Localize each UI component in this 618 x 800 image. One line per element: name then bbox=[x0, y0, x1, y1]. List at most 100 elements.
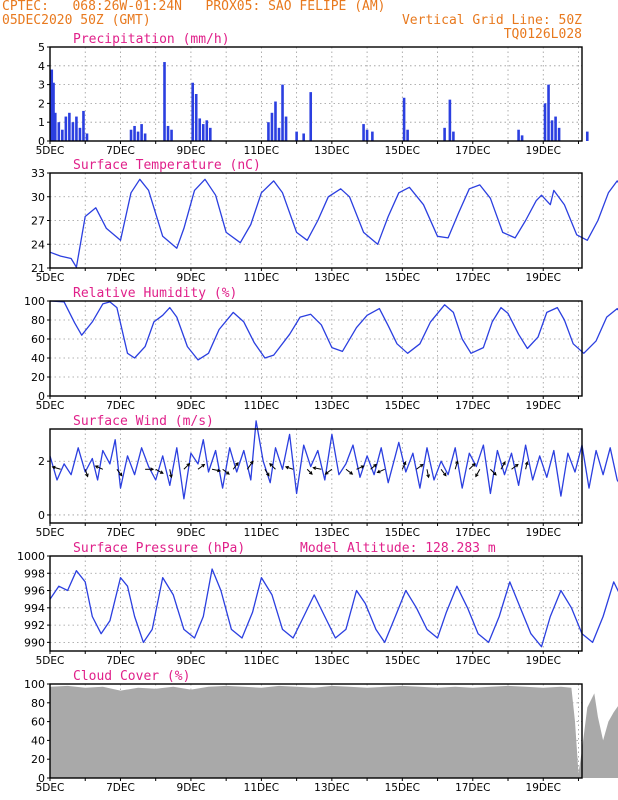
precip-bar bbox=[406, 129, 409, 141]
x-tick-label: 19DEC bbox=[526, 145, 561, 157]
wind-arrow-head bbox=[475, 473, 479, 478]
x-tick-label: 9DEC bbox=[177, 527, 206, 539]
precip-bar bbox=[198, 118, 202, 141]
wind-arrow bbox=[454, 461, 459, 470]
wind-arrow-head bbox=[169, 474, 173, 479]
panel-title: Cloud Cover (%) bbox=[73, 669, 190, 684]
x-tick-label: 15DEC bbox=[385, 655, 420, 667]
y-tick-label: 996 bbox=[24, 585, 45, 598]
precip-bar bbox=[443, 127, 446, 141]
x-tick-label: 11DEC bbox=[244, 782, 279, 794]
wind-arrow bbox=[313, 467, 322, 470]
precip-bar bbox=[371, 131, 374, 141]
x-tick-label: 9DEC bbox=[177, 145, 206, 157]
precip-bar bbox=[170, 129, 173, 141]
precip-bar bbox=[267, 122, 270, 141]
precip-bar bbox=[365, 129, 369, 141]
panel-1: 21 24 27 30 33 5DEC 7DEC 9DEC 11DEC 13DEC 15DEC 17D… bbox=[31, 158, 618, 284]
wind-arrow bbox=[440, 468, 447, 476]
wind-arrow-head bbox=[312, 466, 317, 470]
precip-bar bbox=[448, 99, 452, 141]
wind-arrow bbox=[246, 460, 254, 470]
precip-bar bbox=[68, 112, 71, 141]
x-tick-label: 17DEC bbox=[455, 527, 490, 539]
wind-arrow bbox=[95, 465, 104, 470]
precip-bar bbox=[270, 112, 274, 141]
precip-bar bbox=[517, 129, 520, 141]
wind-arrow-head bbox=[235, 462, 239, 466]
precip-bar bbox=[136, 131, 140, 141]
precip-bar bbox=[585, 131, 589, 141]
wind-arrow-head bbox=[419, 463, 424, 468]
wind-arrow-head bbox=[150, 467, 155, 472]
x-tick-label: 11DEC bbox=[244, 145, 279, 157]
x-tick-label: 13DEC bbox=[314, 782, 349, 794]
precip-bar bbox=[274, 101, 277, 141]
x-tick-label: 11DEC bbox=[244, 272, 279, 284]
wind-arrow-head bbox=[201, 463, 206, 468]
series-line bbox=[49, 178, 618, 268]
wind-arrow-head bbox=[524, 461, 529, 466]
x-tick-label: 7DEC bbox=[106, 527, 135, 539]
x-tick-label: 13DEC bbox=[314, 527, 349, 539]
precip-bar bbox=[295, 131, 298, 141]
wind-arrow bbox=[401, 461, 406, 470]
panel-title: Surface Wind (m/s) bbox=[73, 414, 214, 429]
x-tick-label: 15DEC bbox=[385, 527, 420, 539]
wind-arrow bbox=[370, 464, 377, 470]
x-tick-label: 19DEC bbox=[526, 782, 561, 794]
wind-arrow-head bbox=[373, 463, 378, 468]
x-tick-label: 5DEC bbox=[36, 782, 65, 794]
wind-arrow bbox=[511, 464, 519, 470]
y-tick-label: 0 bbox=[38, 509, 45, 522]
precip-bar bbox=[281, 84, 284, 141]
wind-arrow bbox=[269, 463, 276, 470]
y-tick-label: 21 bbox=[31, 262, 45, 275]
panel-title: Surface Pressure (hPa) bbox=[73, 541, 245, 556]
precip-bar bbox=[133, 125, 136, 141]
wind-arrow-head bbox=[269, 462, 273, 467]
grid-note: Vertical Grid Line: 50Z bbox=[401, 13, 582, 28]
wind-arrow-head bbox=[442, 472, 447, 477]
wind-arrow-head bbox=[159, 470, 164, 474]
wind-arrow-head bbox=[308, 471, 313, 475]
y-tick-label: 60 bbox=[31, 333, 45, 346]
panel-0: 0 1 2 3 4 5 5DEC 7DEC 9DEC 11DEC 13DEC 15DEC 17DEC 19… bbox=[36, 32, 589, 157]
precip-bar bbox=[547, 84, 550, 141]
x-tick-label: 11DEC bbox=[244, 400, 279, 412]
series-line bbox=[49, 300, 618, 361]
wind-arrow-head bbox=[514, 463, 519, 468]
x-tick-label: 17DEC bbox=[455, 145, 490, 157]
x-tick-label: 9DEC bbox=[177, 655, 206, 667]
x-tick-label: 7DEC bbox=[106, 145, 135, 157]
panel-5: 0 20 40 60 80 100 5DEC 7DEC 9DEC 11DEC 13DEC 15DEC 1… bbox=[24, 669, 618, 794]
wind-arrow-head bbox=[324, 471, 329, 475]
panel-4: 990 992 994 996 998 1000 5DEC 7DEC 9DEC 11DEC 13DE… bbox=[17, 541, 618, 667]
panel-3: 0 2 5DEC 7DEC 9DEC 11DEC 13DEC 15DEC 17DEC 19DEC S… bbox=[36, 414, 618, 539]
precip-bar bbox=[554, 116, 557, 141]
x-tick-label: 9DEC bbox=[177, 782, 206, 794]
precip-bar bbox=[85, 133, 89, 141]
precip-bar bbox=[402, 97, 406, 141]
wind-arrow-head bbox=[455, 460, 459, 465]
precip-bar bbox=[277, 127, 281, 141]
wind-arrow bbox=[232, 462, 239, 470]
wind-arrow bbox=[306, 468, 313, 475]
precip-bar bbox=[191, 82, 194, 141]
wind-arrow bbox=[264, 469, 270, 476]
panel-title: Relative Humidity (%) bbox=[73, 286, 237, 301]
wind-arrow bbox=[475, 469, 481, 477]
wind-arrow-head bbox=[502, 461, 506, 466]
precip-bar bbox=[163, 62, 166, 141]
precip-bar bbox=[52, 82, 55, 141]
y-tick-label: 0 bbox=[38, 135, 45, 148]
wind-arrow bbox=[84, 469, 89, 477]
wind-arrow bbox=[490, 468, 497, 476]
y-tick-label: 1000 bbox=[17, 550, 45, 563]
precip-bar bbox=[284, 116, 288, 141]
precip-bar bbox=[129, 129, 133, 141]
x-tick-label: 7DEC bbox=[106, 400, 135, 412]
precip-bar bbox=[209, 127, 212, 141]
precip-bar bbox=[82, 110, 85, 141]
panel-frame bbox=[49, 683, 583, 779]
